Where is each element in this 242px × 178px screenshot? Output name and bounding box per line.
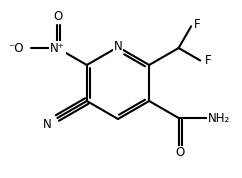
Text: O: O (175, 146, 184, 159)
Text: N: N (114, 41, 122, 54)
Text: ⁻O: ⁻O (8, 41, 23, 54)
Text: N: N (43, 117, 51, 130)
Text: F: F (194, 18, 201, 31)
Text: O: O (54, 9, 63, 22)
Text: N⁺: N⁺ (50, 41, 65, 54)
Text: F: F (205, 54, 212, 67)
Text: NH₂: NH₂ (207, 111, 230, 124)
